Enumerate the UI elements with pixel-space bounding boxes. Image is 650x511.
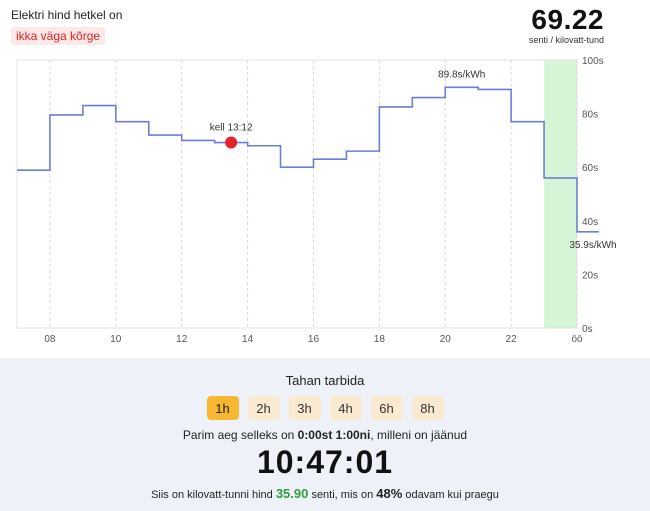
cheapest-hour-highlight: [544, 60, 577, 328]
header: Elektri hind hetkel on ikka väga kõrge 6…: [0, 0, 650, 58]
savings-summary: Siis on kilovatt-tunni hind 35.90 senti,…: [0, 486, 650, 501]
x-tick-label: 10: [110, 334, 122, 345]
y-tick-label: 100s: [582, 56, 604, 67]
best-time-prefix: Parim aeg selleks on: [182, 428, 295, 442]
duration-button-1h[interactable]: 1h: [206, 396, 239, 420]
countdown-timer: 10:47:01: [256, 444, 394, 480]
x-tick-label: 22: [506, 334, 518, 345]
x-tick-label: 14: [242, 334, 254, 345]
summary-price: 35.90: [275, 486, 309, 501]
header-title: Elektri hind hetkel on: [11, 8, 123, 22]
consumption-title: Tahan tarbida: [285, 373, 365, 388]
y-tick-label: 0s: [582, 324, 593, 335]
x-tick-label: öö: [571, 334, 583, 345]
summary-mid: senti, mis on: [311, 489, 374, 501]
best-time-line: Parim aeg selleks on 0:00st 1:00ni, mill…: [0, 428, 650, 442]
y-tick-label: 60s: [582, 163, 598, 174]
x-tick-label: 08: [44, 334, 56, 345]
consumption-panel: Tahan tarbida 1h 2h 3h 4h 6h 8h Parim aeg sel…: [0, 358, 650, 511]
x-tick-label: 20: [440, 334, 452, 345]
min-price-label: 35.9s/kWh: [569, 240, 616, 251]
max-price-label: 89.8s/kWh: [438, 69, 485, 80]
duration-selector: 1h 2h 3h 4h 6h 8h: [0, 396, 650, 420]
y-tick-label: 40s: [582, 217, 598, 228]
duration-button-2h[interactable]: 2h: [247, 396, 280, 420]
duration-button-4h[interactable]: 4h: [329, 396, 362, 420]
duration-button-6h[interactable]: 6h: [370, 396, 403, 420]
current-price: 69.22: [531, 4, 604, 35]
y-tick-label: 80s: [582, 110, 598, 121]
current-time-label: kell 13:12: [210, 122, 253, 133]
best-time-range: 0:00st 1:00ni: [297, 428, 371, 442]
price-level-badge: ikka väga kõrge: [11, 27, 106, 45]
duration-button-3h[interactable]: 3h: [288, 396, 321, 420]
summary-prefix: Siis on kilovatt-tunni hind: [151, 489, 273, 501]
x-tick-label: 18: [374, 334, 386, 345]
summary-suffix: odavam kui praegu: [405, 489, 499, 501]
duration-button-8h[interactable]: 8h: [411, 396, 444, 420]
y-tick-label: 20s: [582, 270, 598, 281]
price-series-line: [17, 86, 599, 233]
best-time-suffix: , milleni on jäänud: [370, 428, 468, 442]
price-unit: senti / kilovatt-tund: [528, 35, 604, 45]
current-price-marker: [225, 136, 238, 149]
summary-percent: 48%: [376, 486, 403, 501]
x-tick-label: 16: [308, 334, 320, 345]
x-tick-label: 12: [176, 334, 188, 345]
plot-frame: [16, 59, 578, 329]
